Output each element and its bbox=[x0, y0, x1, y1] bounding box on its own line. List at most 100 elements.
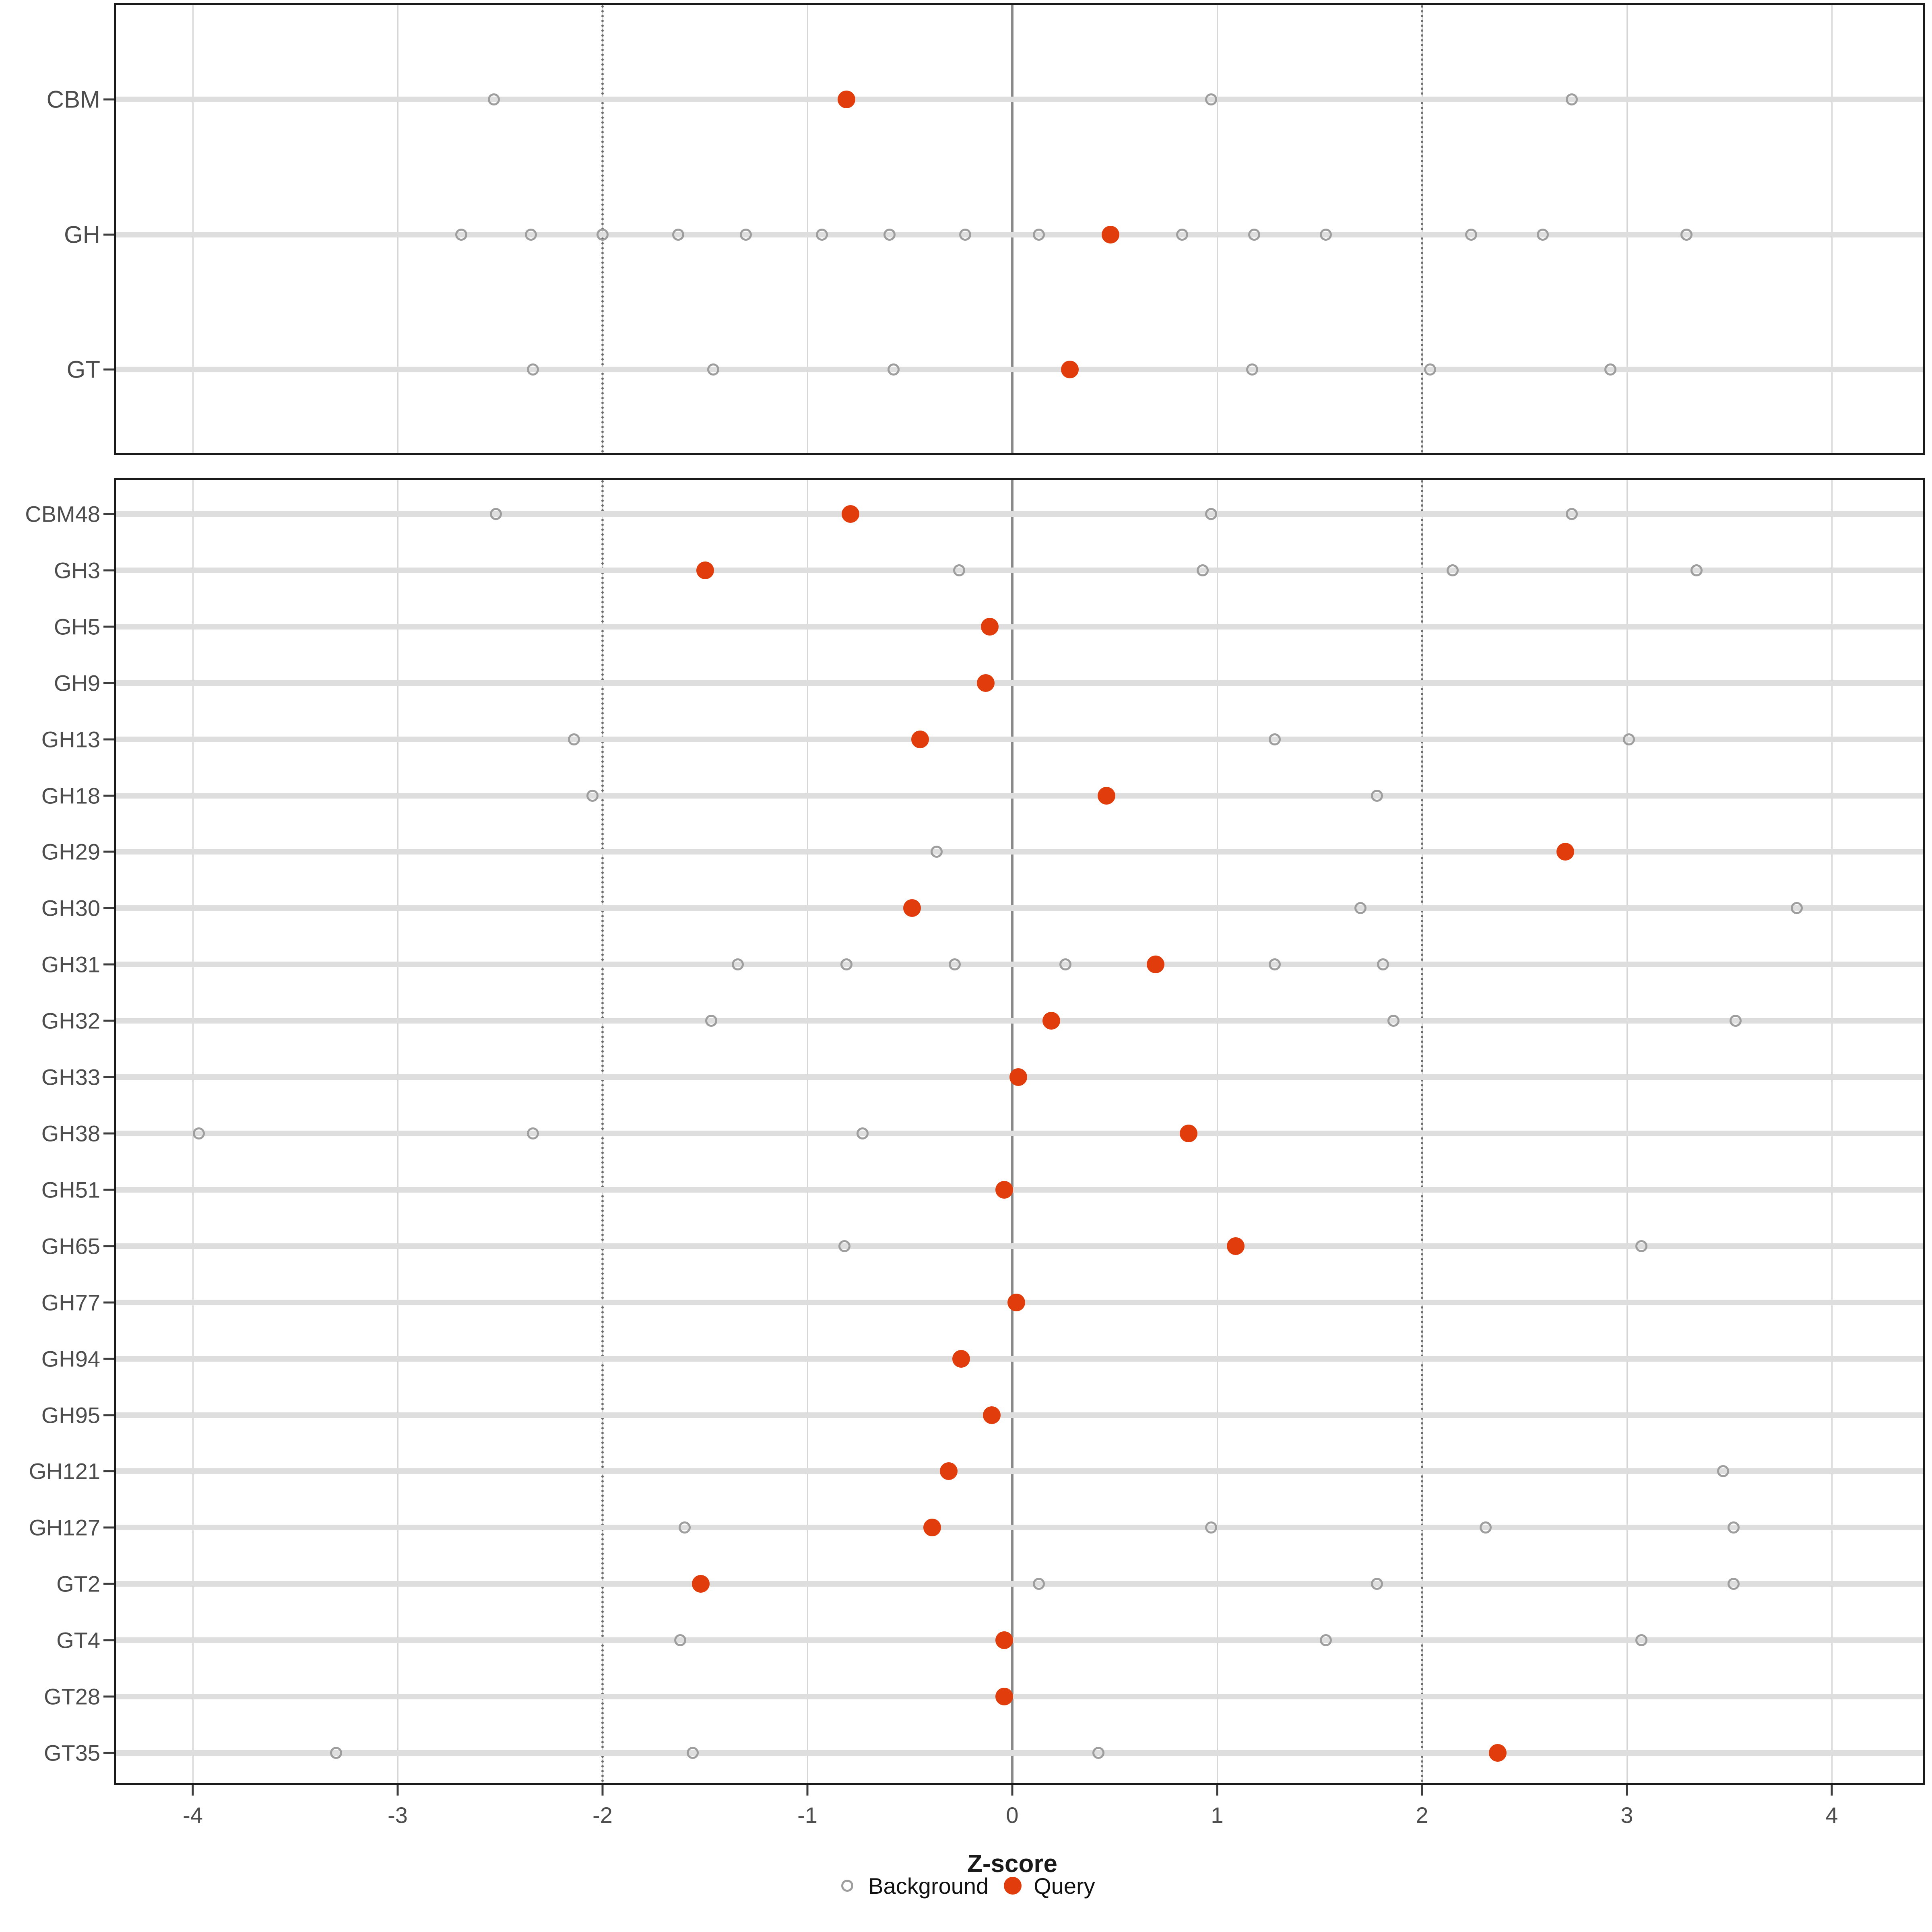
query-point[interactable] bbox=[952, 1350, 970, 1368]
background-point[interactable] bbox=[1424, 363, 1437, 376]
background-point[interactable] bbox=[455, 229, 467, 241]
query-point[interactable] bbox=[1147, 956, 1165, 973]
query-point[interactable] bbox=[940, 1462, 958, 1480]
query-point[interactable] bbox=[1226, 1237, 1245, 1255]
background-point[interactable] bbox=[815, 229, 828, 241]
query-point[interactable] bbox=[911, 731, 929, 748]
background-point[interactable] bbox=[1565, 508, 1578, 520]
background-point[interactable] bbox=[1635, 1634, 1647, 1646]
background-point[interactable] bbox=[1319, 229, 1332, 241]
background-point[interactable] bbox=[1197, 564, 1209, 576]
legend-item-query[interactable]: Query bbox=[1002, 1873, 1095, 1899]
query-point[interactable] bbox=[1179, 1125, 1197, 1142]
query-point[interactable] bbox=[983, 1406, 1001, 1424]
background-point[interactable] bbox=[1176, 229, 1189, 241]
background-point[interactable] bbox=[1205, 93, 1217, 105]
query-point[interactable] bbox=[1007, 1294, 1026, 1311]
background-point[interactable] bbox=[1033, 1578, 1045, 1590]
y-axis-tick bbox=[103, 1470, 114, 1472]
background-point[interactable] bbox=[586, 790, 599, 802]
background-point[interactable] bbox=[1690, 564, 1703, 576]
background-point[interactable] bbox=[1727, 1521, 1740, 1534]
background-point[interactable] bbox=[930, 846, 943, 858]
background-point[interactable] bbox=[1729, 1015, 1742, 1027]
background-point[interactable] bbox=[1354, 902, 1367, 914]
query-point[interactable] bbox=[1042, 1012, 1060, 1030]
background-point[interactable] bbox=[1033, 229, 1045, 241]
query-point[interactable] bbox=[995, 1688, 1013, 1705]
background-point[interactable] bbox=[1377, 958, 1389, 970]
background-point[interactable] bbox=[740, 229, 752, 241]
background-point[interactable] bbox=[1205, 508, 1217, 520]
background-point[interactable] bbox=[1604, 363, 1617, 376]
background-point[interactable] bbox=[707, 363, 719, 376]
background-point[interactable] bbox=[490, 508, 502, 520]
background-point[interactable] bbox=[1680, 229, 1693, 241]
query-point[interactable] bbox=[1102, 226, 1120, 244]
background-point[interactable] bbox=[1248, 229, 1260, 241]
query-point[interactable] bbox=[1489, 1744, 1507, 1762]
background-point[interactable] bbox=[1092, 1747, 1104, 1759]
background-point[interactable] bbox=[678, 1521, 691, 1534]
query-point[interactable] bbox=[692, 1575, 710, 1593]
query-point[interactable] bbox=[837, 91, 855, 108]
background-point[interactable] bbox=[1537, 229, 1549, 241]
background-point[interactable] bbox=[1246, 363, 1258, 376]
background-point[interactable] bbox=[883, 229, 896, 241]
background-point[interactable] bbox=[1791, 902, 1803, 914]
background-point[interactable] bbox=[1387, 1015, 1399, 1027]
background-point[interactable] bbox=[597, 229, 609, 241]
background-point[interactable] bbox=[1371, 790, 1383, 802]
background-point[interactable] bbox=[1717, 1465, 1730, 1477]
background-point[interactable] bbox=[1268, 733, 1281, 745]
query-point[interactable] bbox=[696, 561, 714, 579]
background-point[interactable] bbox=[1565, 93, 1578, 105]
background-point[interactable] bbox=[1623, 733, 1635, 745]
query-point[interactable] bbox=[976, 674, 995, 692]
query-point[interactable] bbox=[1098, 787, 1116, 805]
query-point[interactable] bbox=[923, 1519, 941, 1536]
background-point[interactable] bbox=[526, 1127, 539, 1139]
background-point[interactable] bbox=[1635, 1240, 1647, 1252]
background-point[interactable] bbox=[1319, 1634, 1332, 1646]
background-point[interactable] bbox=[193, 1127, 205, 1139]
query-point[interactable] bbox=[1009, 1068, 1028, 1086]
background-point[interactable] bbox=[1371, 1578, 1383, 1590]
background-point[interactable] bbox=[488, 93, 500, 105]
background-point[interactable] bbox=[1465, 229, 1478, 241]
query-point[interactable] bbox=[981, 618, 999, 636]
background-point[interactable] bbox=[1205, 1521, 1217, 1534]
query-point[interactable] bbox=[1556, 843, 1575, 861]
background-point[interactable] bbox=[1479, 1521, 1492, 1534]
background-point[interactable] bbox=[330, 1747, 343, 1759]
background-point[interactable] bbox=[959, 229, 971, 241]
query-point[interactable] bbox=[995, 1631, 1013, 1649]
background-point[interactable] bbox=[1447, 564, 1459, 576]
query-point[interactable] bbox=[1061, 361, 1079, 378]
query-point[interactable] bbox=[841, 505, 859, 523]
background-point[interactable] bbox=[840, 958, 852, 970]
background-point[interactable] bbox=[838, 1240, 850, 1252]
query-point[interactable] bbox=[995, 1181, 1013, 1199]
y-axis-label-gt35: GT35 bbox=[43, 1740, 100, 1766]
background-point[interactable] bbox=[1727, 1578, 1740, 1590]
background-point[interactable] bbox=[953, 564, 965, 576]
background-point[interactable] bbox=[705, 1015, 717, 1027]
background-point[interactable] bbox=[568, 733, 580, 745]
y-axis-label-gh127: GH127 bbox=[29, 1515, 100, 1540]
x-axis-title: Z-score bbox=[967, 1850, 1057, 1878]
background-point[interactable] bbox=[1268, 958, 1281, 970]
background-point[interactable] bbox=[672, 229, 685, 241]
background-point[interactable] bbox=[524, 229, 537, 241]
background-point[interactable] bbox=[731, 958, 744, 970]
background-point[interactable] bbox=[526, 363, 539, 376]
background-point[interactable] bbox=[949, 958, 961, 970]
background-point[interactable] bbox=[686, 1747, 699, 1759]
background-point[interactable] bbox=[674, 1634, 687, 1646]
background-point[interactable] bbox=[887, 363, 900, 376]
legend-item-background[interactable]: Background bbox=[837, 1873, 989, 1899]
query-point[interactable] bbox=[903, 899, 921, 917]
row-band bbox=[116, 1525, 1923, 1530]
background-point[interactable] bbox=[857, 1127, 869, 1139]
background-point[interactable] bbox=[1059, 958, 1072, 970]
